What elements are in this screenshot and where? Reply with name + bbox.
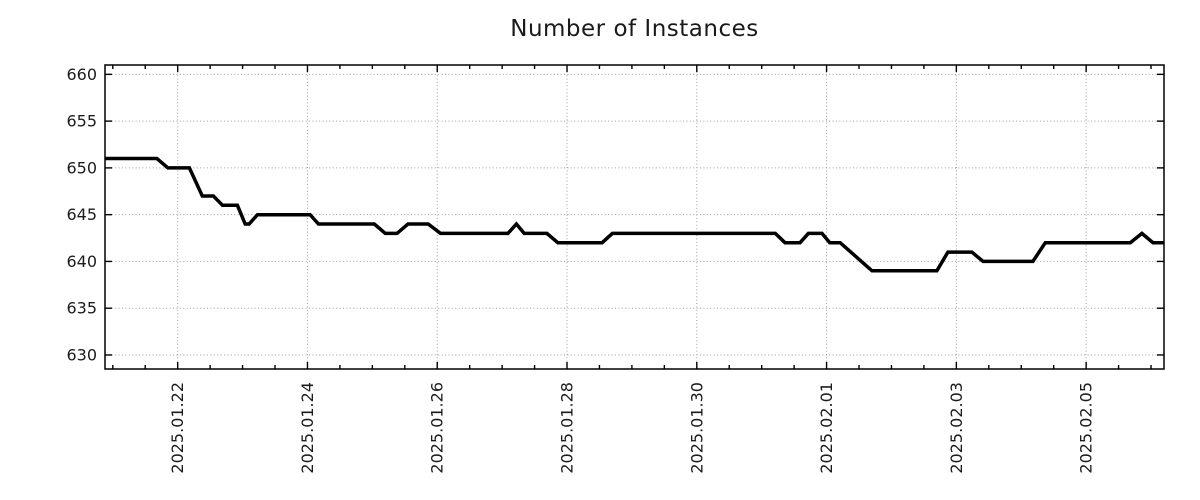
x-tick-label: 2025.01.30 [687,382,706,474]
x-tick-label: 2025.01.28 [558,382,577,474]
y-tick-label: 660 [66,65,97,84]
y-tick-label: 630 [66,345,97,364]
y-tick-label: 650 [66,158,97,177]
x-tick-label: 2025.02.01 [817,382,836,474]
y-tick-label: 635 [66,299,97,318]
x-tick-label: 2025.01.24 [298,382,317,474]
plot-border [104,64,1165,370]
y-tick-label: 640 [66,252,97,271]
x-tick-label: 2025.02.05 [1077,382,1096,474]
x-tick-label: 2025.01.26 [428,382,447,474]
series-line [105,156,1164,273]
x-tick-label: 2025.01.22 [168,382,187,474]
chart-title: Number of Instances [510,16,759,42]
y-tick-label: 655 [66,112,97,131]
y-tick-label: 645 [66,205,97,224]
x-tick-label: 2025.02.03 [947,382,966,474]
